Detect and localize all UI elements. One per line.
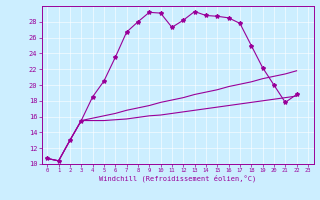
X-axis label: Windchill (Refroidissement éolien,°C): Windchill (Refroidissement éolien,°C) bbox=[99, 175, 256, 182]
